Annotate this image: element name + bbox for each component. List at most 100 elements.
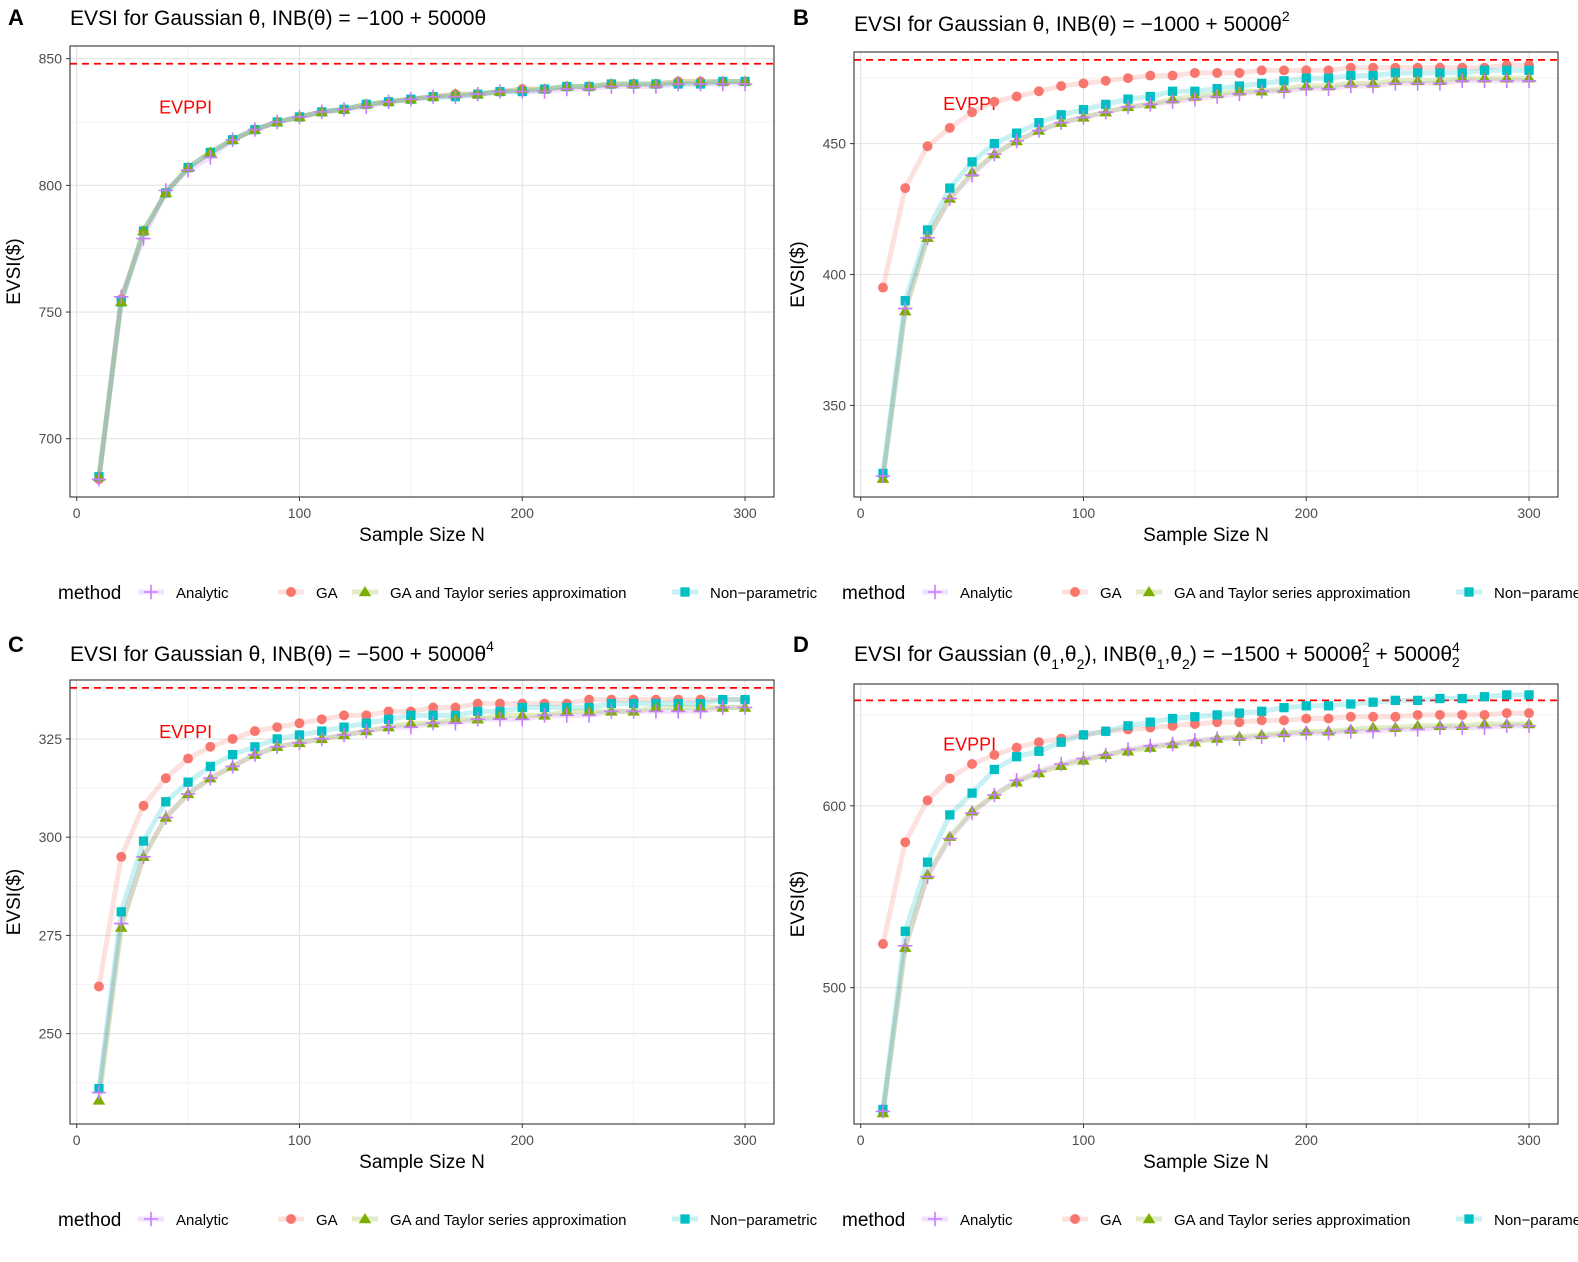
point-analytic <box>648 704 664 719</box>
point-analytic <box>114 916 129 931</box>
point-np <box>1212 710 1222 720</box>
point-ga <box>944 122 955 133</box>
x-tick-label: 100 <box>288 505 312 521</box>
point-ga <box>1412 709 1423 720</box>
point-ga <box>1279 715 1289 726</box>
point-analytic <box>559 708 575 723</box>
point-np <box>294 730 305 740</box>
point-analytic <box>1321 725 1336 741</box>
point-analytic <box>1410 76 1425 91</box>
legend-key-marker <box>1464 587 1474 597</box>
y-tick-label: 350 <box>823 397 847 413</box>
point-analytic <box>470 712 485 727</box>
point-analytic <box>247 747 263 762</box>
x-tick-label: 100 <box>1072 1132 1096 1148</box>
point-analytic <box>987 787 1002 803</box>
y-axis-title: EVSI($) <box>4 238 25 305</box>
point-analytic <box>1455 73 1470 88</box>
point-analytic <box>1477 73 1492 88</box>
point-ga <box>1189 719 1200 729</box>
point-ga <box>944 773 955 784</box>
point-ga <box>1033 737 1044 748</box>
point-analytic <box>987 146 1002 162</box>
point-analytic <box>381 94 396 109</box>
y-tick-label: 250 <box>39 1026 63 1042</box>
point-ga <box>1234 717 1245 728</box>
legend: method Analytic GA GA and Taylor series app… <box>58 583 818 604</box>
legend-item-analytic: Analytic <box>922 584 1013 602</box>
y-tick-label: 325 <box>39 731 63 747</box>
point-analytic <box>136 849 151 865</box>
legend-item-gats: GA and Taylor series approximation <box>352 585 627 602</box>
point-analytic <box>875 1104 891 1119</box>
evppi-label: EVPPI <box>943 94 996 114</box>
x-tick-label: 300 <box>733 1132 757 1148</box>
point-ga <box>472 698 483 709</box>
point-np <box>1323 701 1334 711</box>
point-np <box>1435 68 1445 78</box>
point-ga <box>989 749 1000 760</box>
point-ga <box>922 141 933 152</box>
point-ga <box>1212 67 1223 78</box>
point-analytic <box>693 704 708 719</box>
point-ga <box>900 837 911 848</box>
evppi-label: EVPPI <box>159 722 212 742</box>
point-analytic <box>559 81 575 97</box>
point-np <box>1279 76 1289 86</box>
point-ga <box>584 694 595 705</box>
point-ga <box>495 698 505 709</box>
point-analytic <box>425 716 441 731</box>
point-analytic <box>604 704 619 719</box>
legend-label: Non−parametric <box>1494 585 1578 602</box>
point-np <box>183 777 193 787</box>
y-tick-label: 850 <box>39 51 63 67</box>
point-analytic <box>898 938 913 954</box>
y-tick-label: 600 <box>823 798 847 814</box>
point-np <box>1011 752 1022 762</box>
point-ga <box>1524 708 1534 719</box>
point-ga <box>94 981 104 992</box>
point-np <box>1011 128 1022 138</box>
point-np <box>1257 706 1267 716</box>
point-ga <box>1011 742 1022 753</box>
point-np <box>1078 104 1089 115</box>
legend-key-marker <box>143 584 159 600</box>
y-tick-label: 500 <box>823 980 847 996</box>
point-analytic <box>359 99 374 115</box>
legend-label: GA <box>316 585 338 602</box>
legend-label: GA and Taylor series approximation <box>390 585 627 602</box>
legend-item-analytic: Analytic <box>138 1211 229 1229</box>
point-gats <box>137 224 150 236</box>
point-analytic <box>1410 722 1425 737</box>
legend: method Analytic GA GA and Taylor series app… <box>842 1210 1578 1231</box>
legend-title: method <box>58 583 121 604</box>
point-np <box>1368 70 1378 81</box>
point-analytic <box>180 786 196 802</box>
point-ga <box>1145 70 1156 81</box>
point-np <box>1390 695 1401 706</box>
point-ga <box>1501 708 1512 719</box>
point-np <box>922 225 933 235</box>
y-tick-label: 300 <box>39 829 63 845</box>
point-analytic <box>1432 76 1448 91</box>
point-np <box>1390 68 1401 78</box>
point-analytic <box>158 810 173 825</box>
point-ga <box>922 795 933 806</box>
point-analytic <box>269 114 285 130</box>
panel-title: EVSI for Gaussian θ, INB(θ) = −500 + 500… <box>70 638 494 666</box>
point-analytic <box>1343 78 1359 94</box>
point-np <box>1078 730 1089 740</box>
point-analytic <box>136 231 151 246</box>
point-analytic <box>715 76 730 92</box>
point-analytic <box>1165 94 1180 109</box>
point-np <box>900 296 910 306</box>
legend-key-marker <box>358 1213 372 1224</box>
point-analytic <box>314 731 329 747</box>
point-np <box>718 695 728 705</box>
point-analytic <box>225 132 240 147</box>
plot-background <box>854 684 1558 1124</box>
point-np <box>473 706 483 717</box>
x-tick-label: 0 <box>857 1132 865 1148</box>
point-analytic <box>1009 133 1024 149</box>
legend-key-marker <box>680 587 690 597</box>
